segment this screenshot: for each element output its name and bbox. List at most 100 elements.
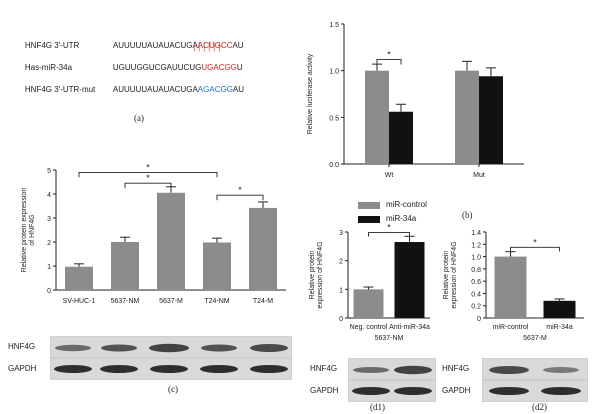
y-tick-label: 5 — [47, 168, 51, 175]
x-tick-label: Neg. control — [350, 324, 388, 331]
y-tick-label: 1.5 — [329, 22, 339, 29]
panel-letter-b: (b) — [462, 210, 473, 220]
bar — [365, 70, 389, 164]
seq-prefix: AUUUUUAUAUACUGA — [112, 85, 198, 94]
blot-strip-gapdh — [482, 380, 588, 402]
x-tick-label: Anti-miR-34a — [389, 324, 430, 331]
x-tick-label: Mut — [473, 172, 485, 179]
y-axis-label: Relative protein — [443, 251, 450, 300]
seq-highlight: UGACGG — [201, 63, 237, 72]
blot-strip-gapdh — [348, 380, 436, 402]
bar — [479, 76, 503, 164]
x-tick-label: SV-HUC-1 — [63, 298, 96, 305]
band — [352, 387, 390, 395]
band — [250, 365, 288, 373]
y-axis-label: of HNF4G — [29, 214, 36, 246]
panel-letter-a: (a) — [134, 113, 144, 123]
legend-item: miR-34a — [358, 214, 478, 224]
bar — [65, 266, 93, 290]
significance-label: * — [387, 49, 391, 59]
x-tick-label: T24-NM — [204, 298, 229, 305]
y-axis-label: Relative protein — [309, 251, 316, 300]
band — [541, 387, 581, 395]
bar — [494, 256, 527, 318]
significance-label: * — [387, 223, 391, 233]
y-tick-label: 2 — [47, 240, 51, 247]
y-tick-label: 0 — [477, 316, 481, 323]
y-tick-label: 0.2 — [471, 304, 481, 311]
panel-a-sequences: HNF4G 3′-UTR AUUUUUAUAUACUGAACUGCCAU ││││… — [16, 20, 256, 130]
seq-suffix: AU — [232, 85, 245, 94]
panel-letter-c: (c) — [168, 384, 178, 394]
y-tick-label: 2 — [339, 259, 343, 266]
legend-swatch-mir34a — [358, 216, 380, 223]
significance-label: * — [238, 185, 242, 195]
seq-prefix: AUUUUUAUAUACUGA — [112, 41, 198, 50]
y-tick-label: 0 — [339, 316, 343, 323]
band — [54, 365, 92, 373]
band — [150, 365, 188, 373]
blot-strip-gapdh — [50, 358, 292, 380]
y-tick-label: 0.5 — [329, 115, 339, 122]
band — [489, 387, 529, 395]
seq-suffix: U — [236, 63, 243, 72]
bar — [543, 300, 576, 318]
seq-suffix: AU — [232, 41, 244, 50]
x-tick-label: miR-34a — [546, 324, 573, 331]
legend-label: miR-control — [386, 200, 427, 209]
legend: miR-control miR-34a — [358, 200, 478, 230]
blot-d2: HNF4G GAPDH (d2) — [440, 358, 590, 414]
band — [394, 365, 432, 375]
seq-row-mut: HNF4G 3′-UTR-mut AUUUUUAUAUACUGAAGACGGAU — [16, 76, 244, 103]
significance-label: * — [533, 237, 537, 247]
bar — [111, 242, 139, 290]
bar — [389, 111, 413, 164]
bar — [157, 192, 185, 290]
significance-label: * — [146, 173, 150, 183]
panel-letter-d1: (d1) — [370, 402, 385, 412]
y-tick-label: 1 — [339, 287, 343, 294]
y-tick-label: 3 — [47, 216, 51, 223]
y-tick-label: 0.8 — [471, 267, 481, 274]
seq-row-mir: Has-miR-34a UGUUGGUCGAUUCUGUGACGGU — [16, 54, 243, 81]
y-axis-label: expression of HNF4G — [317, 241, 324, 308]
blot-label-gapdh: GAPDH — [8, 364, 37, 373]
x-tick-label: 5637-M — [159, 298, 183, 305]
band — [200, 365, 238, 373]
significance-bracket — [368, 232, 410, 237]
y-axis-label: expression of HNF4G — [451, 241, 458, 308]
y-tick-label: 1.2 — [471, 242, 481, 249]
chart-b-luciferase: 0.0 0.5 1.0 1.5 Relative luciferase activity… — [307, 22, 524, 179]
y-tick-label: 0.6 — [471, 279, 481, 286]
y-tick-label: 0.0 — [329, 162, 339, 169]
band — [250, 344, 288, 352]
y-tick-label: 4 — [47, 192, 51, 199]
significance-bracket — [510, 246, 560, 252]
significance-bracket — [124, 182, 172, 189]
band — [101, 344, 137, 352]
significance-bracket — [376, 59, 402, 65]
legend-item: miR-control — [358, 200, 478, 210]
y-axis-label: Relative luciferase activity — [307, 53, 314, 134]
seq-highlight: AGACGG — [197, 85, 233, 94]
significance-bracket — [78, 171, 218, 178]
bar — [455, 70, 479, 164]
y-axis-label: Relative protein expression — [21, 188, 28, 273]
y-tick-label: 1.4 — [471, 230, 481, 237]
seq-row-utr: HNF4G 3′-UTR AUUUUUAUAUACUGAACUGCCAU — [16, 32, 244, 59]
blot-d1: HNF4G GAPDH (d1) — [308, 358, 438, 414]
y-tick-label: 3 — [339, 230, 343, 237]
legend-swatch-control — [358, 202, 380, 209]
x-tick-label: T24-M — [253, 298, 273, 305]
bar — [353, 289, 384, 318]
blot-c: HNF4G GAPDH (c) — [4, 336, 296, 396]
blot-strip-hnf4g — [348, 358, 436, 380]
significance-label: * — [146, 162, 150, 172]
band — [100, 365, 138, 373]
chart-d2-protein-expression: 0 0.2 0.4 0.6 0.8 1.0 1.2 1.4 Relative protein ex… — [443, 230, 584, 342]
band — [353, 367, 389, 373]
bar — [394, 242, 425, 318]
seq-highlight: ACUGCC — [197, 41, 233, 50]
blot-strip-hnf4g — [482, 358, 588, 380]
x-tick-label: miR-control — [493, 324, 529, 331]
